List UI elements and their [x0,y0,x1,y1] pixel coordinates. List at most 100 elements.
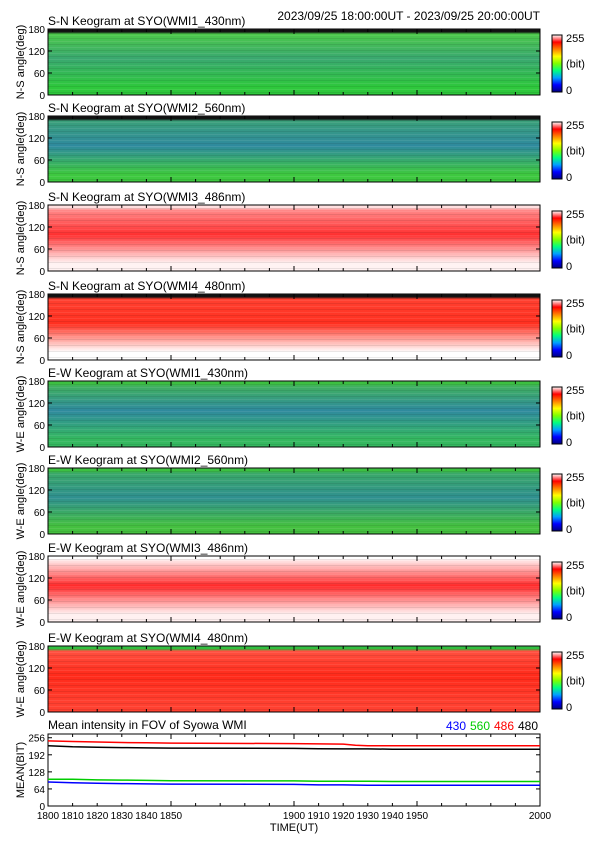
colorbar-max-label: 255 [566,472,584,484]
colorbar [551,34,563,93]
y-tick-label: 120 [28,312,45,323]
series-line [47,781,540,786]
y-tick-label: 64 [34,785,46,796]
keogram-panel: S-N Keogram at SYO(WMI4_480nm)180 120 60 0 N… [15,279,585,367]
colorbar-max-label: 255 [566,120,584,132]
y-axis-label: N-S angle(deg) [15,112,27,187]
panel-title: S-N Keogram at SYO(WMI2_560nm) [48,101,245,115]
y-tick-label: 0 [39,802,45,813]
keogram-panel: S-N Keogram at SYO(WMI1_430nm)180 120 60 0 N… [15,14,585,102]
y-tick-label: 0 [39,530,45,541]
y-tick-label: 180 [28,377,45,388]
y-tick-label: 120 [28,399,45,410]
y-tick-label: 60 [34,245,46,256]
y-tick-label: 180 [28,112,45,123]
colorbar-max-label: 255 [566,298,584,310]
y-tick-label: 120 [28,486,45,497]
legend-entry: 480 [518,719,538,733]
keogram-image [48,556,540,622]
x-tick-label: 1840 [135,811,158,822]
colorbar-min-label: 0 [566,702,572,714]
y-tick-label: 128 [28,768,45,779]
keogram-panel: E-W Keogram at SYO(WMI1_430nm)180 120 60 0 W… [15,366,585,454]
panel-title: E-W Keogram at SYO(WMI3_486nm) [48,541,248,555]
keogram-image [48,294,540,360]
y-tick-label: 180 [28,25,45,36]
colorbar-unit-label: (bit) [566,676,585,688]
colorbar-min-label: 0 [566,524,572,536]
keogram-image [48,381,540,447]
y-tick-label: 0 [39,267,45,278]
colorbar-min-label: 0 [566,612,572,624]
colorbar-min-label: 0 [566,172,572,184]
x-tick-label: 1920 [332,811,355,822]
date-range-label: 2023/09/25 18:00:00UT - 2023/09/25 20:00… [277,9,540,23]
mean-plot-frame [47,733,541,807]
y-tick-label: 60 [34,596,46,607]
y-tick-label: 60 [34,334,46,345]
keogram-texture [48,205,540,269]
keogram-image [48,468,540,534]
x-tick-label: 1830 [111,811,134,822]
y-tick-label: 120 [28,47,45,58]
y-tick-label: 120 [28,134,45,145]
y-tick-label: 60 [34,421,46,432]
colorbar-unit-label: (bit) [566,586,585,598]
keogram-image [48,205,540,271]
series-line [47,740,540,747]
keogram-texture [48,381,540,445]
legend-entry: 430 [446,719,466,733]
colorbar-unit-label: (bit) [566,324,585,336]
x-tick-label: 1820 [86,811,109,822]
y-tick-label: 60 [34,508,46,519]
colorbar-unit-label: (bit) [566,235,585,247]
y-tick-label: 0 [39,178,45,189]
x-axis-label: TIME(UT) [270,822,318,834]
y-tick-label: 0 [39,443,45,454]
keogram-panel: E-W Keogram at SYO(WMI4_480nm)180 120 60 0 W… [15,631,585,719]
keogram-image [48,29,540,95]
colorbar [551,386,563,445]
colorbar-min-label: 0 [566,85,572,97]
legend: 430 560 486 480 [446,719,538,733]
y-tick-label: 0 [39,356,45,367]
keogram-panel: S-N Keogram at SYO(WMI3_486nm)180 120 60 0 N… [15,190,585,278]
colorbar-max-label: 255 [566,650,584,662]
series-line [47,744,540,750]
panel-title: S-N Keogram at SYO(WMI1_430nm) [48,14,245,28]
keogram-panel: S-N Keogram at SYO(WMI2_560nm)180 120 60 0 N… [15,101,585,189]
x-tick-label: 1930 [357,811,380,822]
colorbar-max-label: 255 [566,209,584,221]
panel-title: S-N Keogram at SYO(WMI3_486nm) [48,190,245,204]
y-tick-label: 60 [34,686,46,697]
x-tick-label: 1940 [381,811,404,822]
keogram-panel: E-W Keogram at SYO(WMI3_486nm)180 120 60 0 W… [15,541,585,629]
keogram-image [48,646,540,712]
x-tick-label: 1910 [307,811,330,822]
mean-plot-title: Mean intensity in FOV of Syowa WMI [48,718,247,732]
series-line [48,778,540,783]
colorbar-unit-label: (bit) [566,411,585,423]
y-axis-label: N-S angle(deg) [15,25,27,100]
colorbar [551,561,563,620]
y-axis-label: W-E angle(deg) [15,551,27,628]
y-tick-label: 180 [28,642,45,653]
panel-title: E-W Keogram at SYO(WMI4_480nm) [48,631,248,645]
y-tick-label: 180 [28,552,45,563]
y-tick-label: 60 [34,69,46,80]
colorbar-min-label: 0 [566,261,572,273]
y-axis-label: W-E angle(deg) [15,641,27,718]
panel-title: E-W Keogram at SYO(WMI1_430nm) [48,366,248,380]
keogram-image [48,116,540,182]
y-tick-label: 180 [28,464,45,475]
keogram-panels: S-N Keogram at SYO(WMI1_430nm)180120600N… [15,14,585,719]
keogram-texture [48,646,540,710]
x-tick-label: 1850 [160,811,183,822]
colorbar-min-label: 0 [566,437,572,449]
panel-title: E-W Keogram at SYO(WMI2_560nm) [48,453,248,467]
y-axis-label: W-E angle(deg) [15,376,27,453]
y-tick-label: 180 [28,201,45,212]
y-tick-label: 0 [39,91,45,102]
y-tick-label: 0 [39,708,45,719]
